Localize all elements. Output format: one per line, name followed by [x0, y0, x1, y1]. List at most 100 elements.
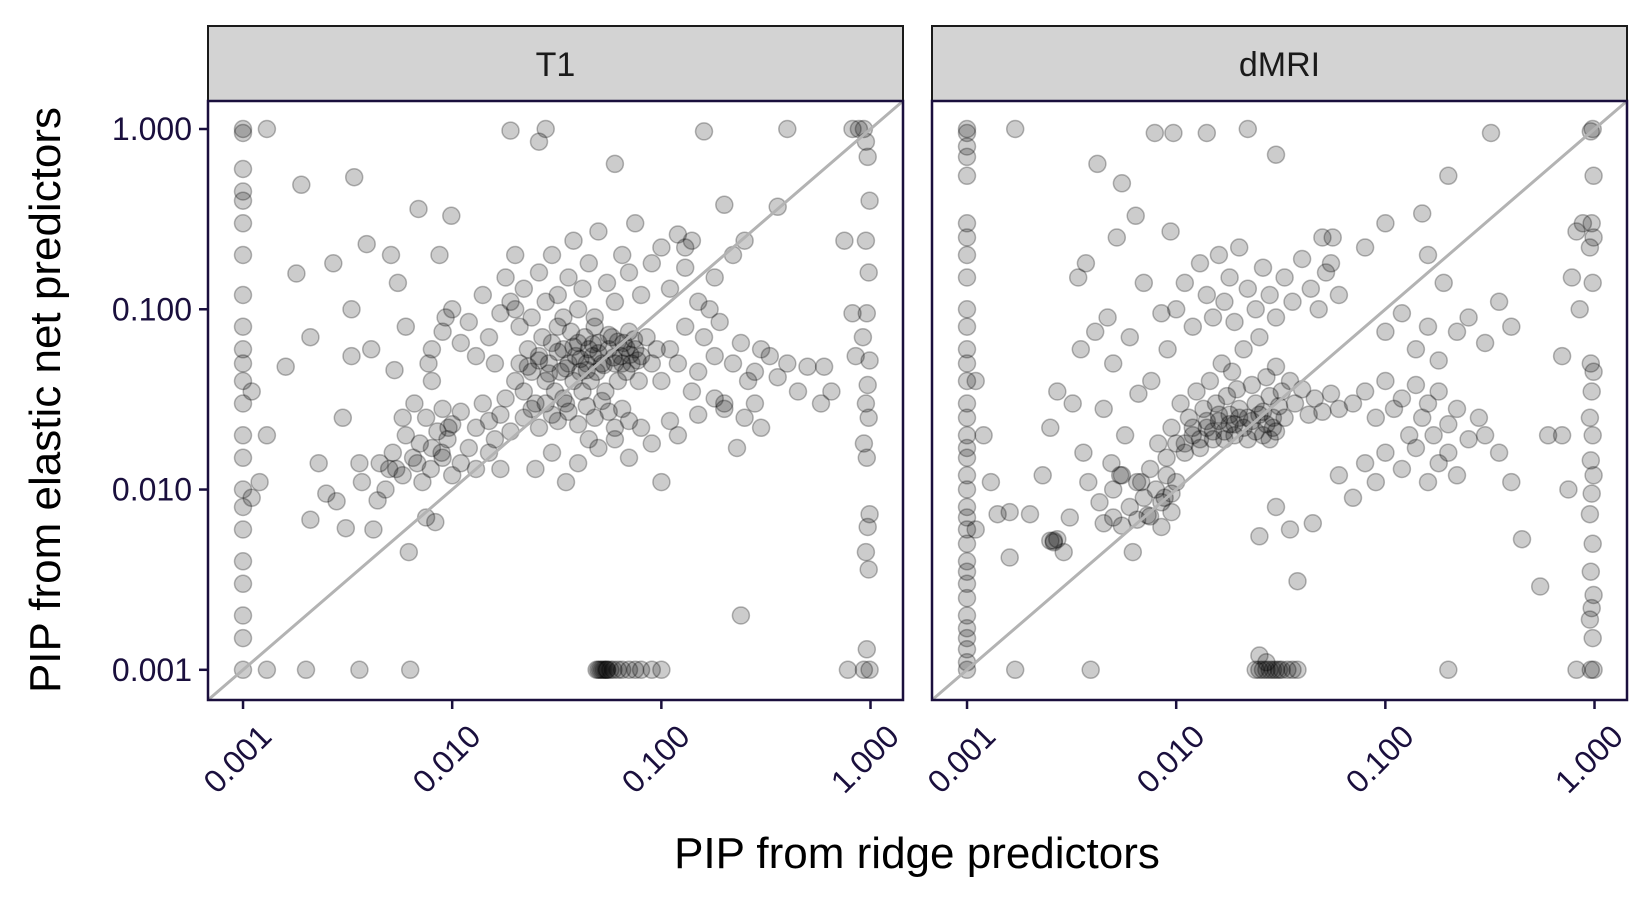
data-point	[529, 418, 549, 438]
data-point	[1376, 443, 1395, 462]
data-point	[1250, 327, 1269, 347]
data-point	[1299, 405, 1318, 424]
data-point	[1275, 268, 1294, 287]
data-point	[1112, 516, 1132, 535]
data-point	[536, 371, 555, 391]
data-point	[957, 340, 977, 359]
data-point	[1418, 394, 1438, 413]
data-point	[1583, 628, 1602, 648]
data-point	[1567, 660, 1586, 680]
data-point	[1269, 660, 1289, 680]
data-point	[957, 119, 977, 139]
data-point	[233, 480, 253, 499]
data-point	[731, 333, 751, 353]
data-point	[608, 371, 628, 391]
data-point	[1581, 562, 1601, 581]
data-point	[1085, 322, 1105, 342]
data-point	[619, 448, 639, 468]
data-point	[1088, 154, 1107, 174]
data-point	[357, 234, 376, 254]
data-point	[778, 354, 797, 373]
data-point	[1079, 472, 1098, 492]
data-point	[1250, 646, 1269, 665]
data-point	[439, 418, 458, 438]
data-point	[675, 317, 695, 336]
data-point	[257, 426, 277, 445]
data-point	[599, 325, 618, 345]
data-point	[1253, 426, 1273, 445]
panel-t1-points	[233, 119, 879, 680]
data-point	[1227, 380, 1247, 399]
data-point	[957, 520, 977, 539]
data-point	[1439, 166, 1458, 186]
data-point	[856, 231, 876, 250]
data-point	[1263, 660, 1283, 680]
data-point	[1489, 443, 1509, 462]
data-point	[631, 285, 651, 305]
data-point	[620, 345, 640, 364]
data-point	[1583, 273, 1602, 293]
data-point	[1266, 357, 1286, 376]
data-point	[1399, 426, 1419, 445]
data-point	[1253, 258, 1273, 277]
data-point	[957, 268, 977, 287]
data-point	[605, 292, 625, 312]
data-point	[1225, 312, 1244, 332]
data-point	[1041, 531, 1060, 550]
data-point	[276, 357, 295, 376]
data-point	[451, 333, 471, 353]
data-point	[1552, 346, 1572, 366]
data-point	[292, 175, 311, 195]
data-point	[957, 619, 977, 638]
data-point	[433, 448, 452, 468]
data-point	[501, 121, 520, 140]
data-point	[957, 166, 977, 186]
data-point	[612, 354, 632, 373]
data-point	[301, 510, 320, 529]
data-point	[1005, 660, 1025, 680]
data-point	[438, 430, 457, 449]
data-point	[491, 459, 510, 479]
data-point	[426, 512, 445, 532]
data-point	[619, 660, 639, 680]
data-point	[745, 394, 765, 413]
data-point	[652, 660, 671, 680]
data-point	[1140, 459, 1160, 479]
x-axis-title: PIP from ridge predictors	[674, 829, 1160, 878]
data-point	[1343, 488, 1363, 508]
data-point	[1209, 411, 1229, 431]
data-point	[1063, 394, 1082, 413]
data-point	[1166, 434, 1186, 453]
data-point	[442, 415, 462, 434]
data-point	[629, 371, 649, 391]
data-point	[396, 317, 416, 336]
data-point	[505, 300, 525, 319]
data-point	[1102, 453, 1121, 473]
data-point	[1321, 254, 1341, 273]
data-point	[399, 542, 419, 562]
data-point	[957, 448, 977, 468]
panel-dmri-border	[930, 99, 1629, 702]
data-point	[1120, 497, 1140, 517]
data-point	[575, 327, 594, 347]
data-point	[1313, 228, 1332, 247]
data-point	[422, 371, 442, 391]
data-point	[1288, 660, 1307, 680]
data-point	[1134, 273, 1154, 293]
data-point	[568, 333, 588, 353]
data-point	[751, 340, 771, 359]
data-point	[1580, 504, 1600, 524]
data-point	[1212, 354, 1231, 373]
data-point	[1502, 317, 1521, 336]
data-point	[601, 660, 620, 680]
panel-dmri-reference-line	[931, 99, 1628, 702]
data-point	[1552, 426, 1572, 445]
data-point	[590, 660, 610, 680]
data-point	[1222, 362, 1242, 382]
data-point	[539, 354, 559, 373]
data-point	[1242, 375, 1262, 395]
data-point	[542, 245, 562, 265]
data-point	[496, 389, 515, 408]
data-point	[700, 300, 719, 319]
data-point	[631, 660, 651, 680]
